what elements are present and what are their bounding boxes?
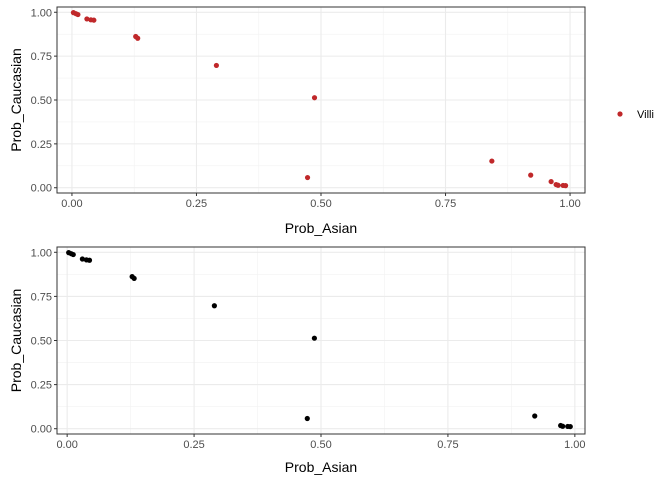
y-tick-label: 0.00: [31, 424, 52, 436]
x-tick-label: 1.00: [559, 198, 580, 210]
x-axis-title: Prob_Asian: [285, 220, 357, 236]
data-point: [304, 415, 310, 422]
x-tick-label: 0.75: [435, 198, 456, 210]
x-axis-title: Prob_Asian: [285, 459, 357, 475]
data-point: [548, 178, 554, 185]
panel-border: [56, 246, 586, 435]
x-tick-label: 0.25: [183, 439, 204, 451]
data-point: [567, 423, 573, 430]
data-point: [489, 158, 495, 164]
y-axis-title: Prob_Caucasian: [8, 289, 24, 393]
y-tick-label: 0.25: [31, 139, 52, 151]
panel-1: 0.00 0.25 0.50 0.75 1.00 0.00 0.25 0.50 0.75 1.00…: [8, 6, 654, 236]
x-tick-label: 0.00: [61, 198, 82, 210]
legend: Villi: [617, 109, 654, 121]
panel-2: 0.00 0.25 0.50 0.75 1.00 0.00 0.25 0.50 0.75 1.00…: [8, 246, 586, 475]
data-point: [311, 335, 317, 341]
data-point: [555, 182, 561, 188]
y-tick-label: 1.00: [31, 7, 52, 19]
data-point: [213, 62, 219, 69]
data-point: [311, 95, 318, 101]
y-axis-title: Prob_Caucasian: [8, 48, 24, 152]
data-point: [79, 256, 85, 262]
data-point: [84, 16, 90, 22]
legend-label: Villi: [637, 109, 654, 121]
x-tick-label: 0.50: [310, 439, 331, 451]
data-point: [528, 172, 534, 178]
data-point: [135, 35, 141, 41]
y-tick-label: 0.75: [31, 51, 52, 63]
x-tick-label: 0.25: [186, 198, 207, 210]
data-point: [131, 275, 137, 282]
y-tick-label: 0.25: [31, 380, 52, 392]
x-tick-label: 1.00: [564, 439, 585, 451]
x-tick-label: 0.00: [56, 439, 77, 451]
data-point: [304, 174, 311, 181]
legend-key: [617, 111, 623, 117]
y-tick-label: 0.00: [31, 183, 52, 195]
data-point: [86, 257, 93, 263]
data-point: [562, 183, 569, 189]
x-tick-label: 0.50: [310, 198, 331, 210]
panel-border: [56, 6, 586, 194]
data-point: [560, 423, 566, 429]
data-point: [70, 251, 76, 258]
x-tick-label: 0.75: [437, 439, 458, 451]
data-point: [211, 303, 217, 309]
data-point: [75, 11, 81, 18]
y-tick-label: 0.50: [31, 336, 52, 348]
data-point: [532, 413, 538, 419]
y-tick-label: 1.00: [31, 247, 52, 259]
data-point: [91, 17, 97, 23]
y-tick-label: 0.75: [31, 291, 52, 303]
y-tick-label: 0.50: [31, 95, 52, 107]
